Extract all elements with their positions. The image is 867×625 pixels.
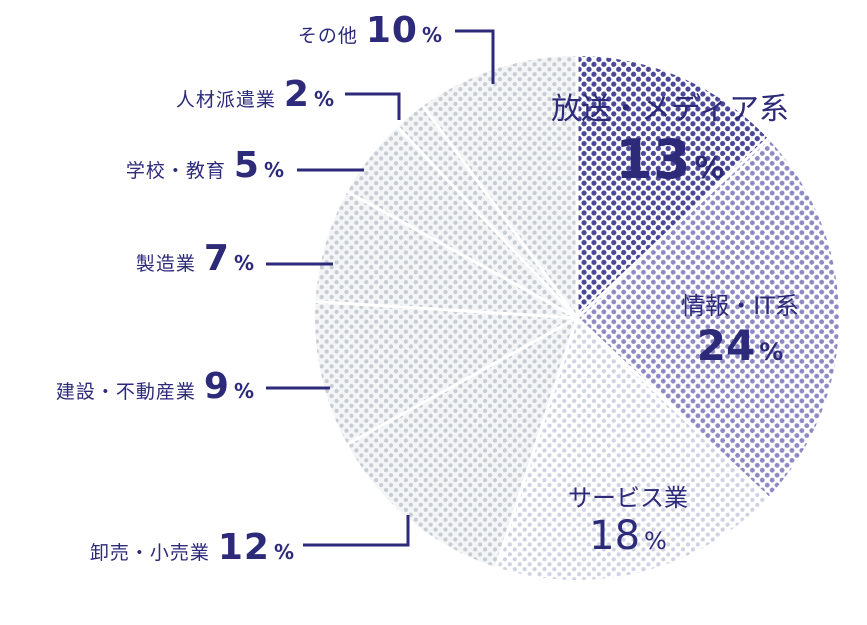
leader-lines (266, 29, 495, 547)
pie-slice-other (423, 56, 577, 318)
percent-sign: % (421, 23, 442, 47)
pie-slice-service (496, 318, 768, 581)
slice-divider (575, 137, 770, 320)
slice-name: サービス業 (568, 484, 688, 512)
slice-label-education: 学校・教育 5% (126, 145, 284, 186)
slice-percent: 18 (589, 513, 641, 559)
pie-slice-construction (315, 301, 577, 445)
slice-percent: 10 (365, 10, 418, 51)
slice-label-service: サービス業 18% (538, 478, 718, 559)
slice-divider (315, 300, 578, 320)
slice-label-retail: 卸売・小売業 12% (90, 527, 294, 568)
leader-line-other (455, 29, 495, 84)
slice-label-other: その他 10% (298, 10, 442, 51)
slice-divider (396, 125, 579, 320)
slice-name: 学校・教育 (125, 160, 226, 182)
slice-name: 放送・メディア系 (551, 92, 789, 127)
slice-percent: 5 (233, 145, 260, 186)
slice-percent: 9 (203, 366, 230, 407)
percent-sign: % (233, 379, 254, 403)
slice-name: 製造業 (135, 253, 196, 275)
pie-slice-it (577, 138, 839, 498)
slice-percent: 2 (283, 74, 310, 115)
slice-label-it: 情報・IT系 24% (655, 286, 825, 370)
slice-name: 人材派遣業 (175, 89, 276, 111)
pie-slice-media (577, 56, 768, 318)
percent-sign: % (759, 338, 784, 366)
slice-name: 建設・不動産業 (55, 381, 196, 403)
slice-divider (346, 190, 578, 320)
slice-percent: 13 (615, 128, 691, 191)
percent-sign: % (694, 151, 725, 186)
leader-line-staffing (345, 92, 401, 120)
slice-label-manufacturing: 製造業 7% (136, 238, 254, 279)
pie-slice-education (347, 127, 577, 318)
slice-label-staffing: 人材派遣業 2% (176, 74, 334, 115)
percent-sign: % (263, 158, 284, 182)
slice-name: 卸売・小売業 (89, 542, 210, 564)
percent-sign: % (644, 527, 667, 555)
leader-line-retail (303, 515, 410, 547)
pie-slice-manufacturing (315, 191, 577, 318)
percent-sign: % (313, 87, 334, 111)
percent-sign: % (273, 540, 294, 564)
slice-dividers (315, 56, 770, 568)
slice-divider (575, 316, 770, 499)
slice-divider (421, 105, 579, 319)
slice-name: 情報・IT系 (681, 292, 799, 320)
pie-slice-retail (347, 318, 577, 568)
slice-percent: 12 (217, 527, 270, 568)
slice-label-media: 放送・メディア系 13% (525, 84, 815, 191)
pie-slice-staffing (397, 106, 577, 318)
slice-divider (346, 316, 578, 446)
slice-percent: 7 (203, 238, 230, 279)
pie-slices (315, 56, 839, 581)
slice-divider (494, 317, 579, 568)
slice-name: その他 (297, 25, 358, 47)
slice-label-construction: 建設・不動産業 9% (56, 366, 254, 407)
slice-percent: 24 (696, 321, 756, 370)
percent-sign: % (233, 251, 254, 275)
